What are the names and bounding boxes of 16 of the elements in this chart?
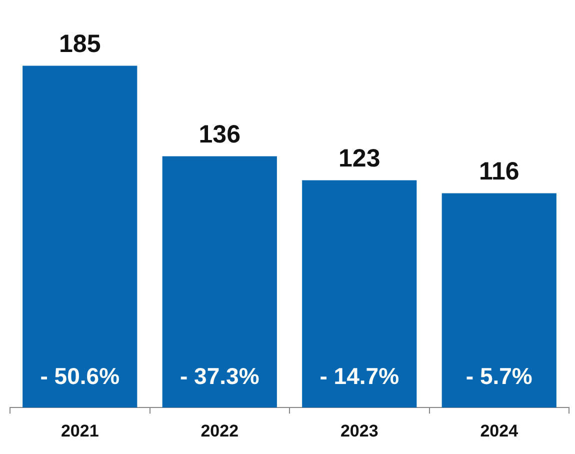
x-tick-label: 2021: [60, 421, 99, 440]
x-tick-label: 2023: [340, 421, 378, 440]
x-tick-label: 2022: [200, 421, 239, 440]
data-label: 116: [478, 158, 520, 186]
bar: [442, 193, 556, 408]
data-label: 123: [338, 144, 380, 173]
bar: [22, 66, 138, 408]
data-label: 185: [59, 30, 101, 58]
data-label: 136: [198, 120, 240, 149]
annotation: - 5.7%: [466, 362, 532, 389]
bar: [162, 156, 277, 408]
annotation: - 14.7%: [320, 362, 400, 389]
annotation: - 50.6%: [40, 362, 120, 389]
x-tick-label: 2024: [480, 421, 519, 440]
bar: [302, 180, 417, 408]
annotation: - 37.3%: [180, 362, 260, 389]
